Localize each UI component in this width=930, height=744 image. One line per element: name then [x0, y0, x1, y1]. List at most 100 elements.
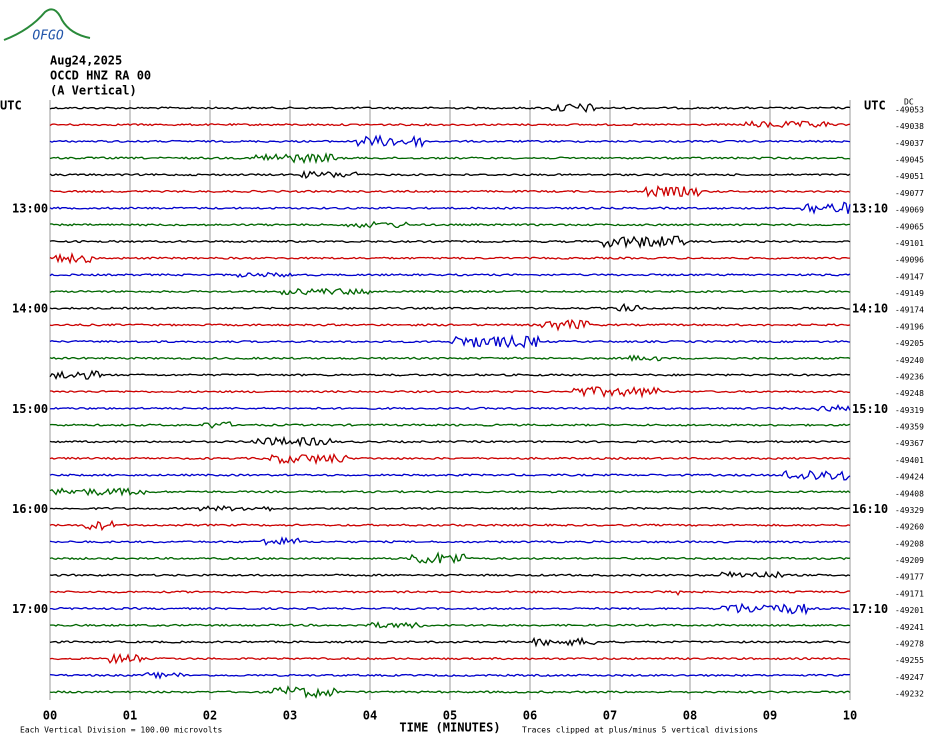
x-tick-label: 02: [203, 709, 217, 723]
x-tick-label: 04: [363, 709, 377, 723]
dc-offset: -49329: [895, 506, 924, 515]
trace: [49, 590, 851, 597]
trace: [49, 369, 851, 380]
trace: [49, 652, 851, 665]
dc-offset: -49367: [895, 439, 924, 448]
dc-offset: -49037: [895, 139, 924, 148]
trace: [49, 318, 851, 332]
x-axis-title: TIME (MINUTES): [399, 721, 500, 735]
x-tick-label: 09: [763, 709, 777, 723]
dc-offset: -49240: [895, 356, 924, 365]
dc-offset: -49147: [895, 272, 924, 281]
trace: [49, 252, 850, 265]
right-time: 17:10: [852, 602, 888, 616]
x-tick-label: 01: [123, 709, 137, 723]
trace: [49, 671, 851, 680]
trace: [49, 403, 851, 412]
trace: [49, 271, 851, 279]
trace: [49, 487, 851, 497]
right-time: 13:10: [852, 202, 888, 216]
trace: [49, 685, 851, 699]
dc-offset: -49424: [895, 473, 924, 482]
scale-note: Each Vertical Division = 100.00 microvol…: [20, 726, 222, 735]
trace: [50, 385, 850, 399]
right-utc: UTC: [864, 99, 886, 113]
dc-offset: -49171: [895, 589, 924, 598]
dc-offset: -49101: [895, 239, 924, 248]
x-tick-label: 08: [683, 709, 697, 723]
dc-offset: -49177: [895, 573, 924, 582]
dc-offset: -49038: [895, 122, 924, 131]
right-time: 15:10: [852, 402, 888, 416]
left-time: 14:00: [12, 302, 48, 316]
trace: [49, 435, 851, 448]
station: OCCD HNZ RA 00: [50, 69, 151, 83]
x-tick-label: 00: [43, 709, 57, 723]
dc-offset: -49208: [895, 539, 924, 548]
clip-note: Traces clipped at plus/minus 5 vertical …: [522, 726, 758, 735]
dc-offset: -49065: [895, 222, 924, 231]
dc-offset: -49236: [895, 372, 924, 381]
trace: [49, 536, 851, 547]
dc-offset: -49196: [895, 322, 924, 331]
trace: [49, 184, 851, 198]
dc-offset: -49408: [895, 489, 924, 498]
x-tick-label: 07: [603, 709, 617, 723]
trace: [50, 602, 851, 616]
dc-offset: -49359: [895, 423, 924, 432]
dc-offset: -49248: [895, 389, 924, 398]
dc-offset: -49069: [895, 206, 924, 215]
dc-offset: -49149: [895, 289, 924, 298]
date: Aug24,2025: [50, 54, 122, 68]
trace: [49, 621, 851, 629]
trace: [49, 452, 851, 466]
trace: [49, 220, 851, 229]
left-time: 13:00: [12, 202, 48, 216]
dc-offset: -49174: [895, 306, 924, 315]
dc-offset: -49319: [895, 406, 924, 415]
dc-offset: -49051: [895, 172, 924, 181]
left-time: 15:00: [12, 402, 48, 416]
trace: [49, 334, 851, 349]
trace: [49, 504, 851, 512]
trace: [49, 421, 851, 429]
right-time: 14:10: [852, 302, 888, 316]
dc-offset: -49209: [895, 556, 924, 565]
trace: [49, 287, 851, 296]
x-tick-label: 03: [283, 709, 297, 723]
dc-offset: -49255: [895, 656, 924, 665]
trace: [49, 102, 851, 113]
component: (A Vertical): [50, 84, 137, 98]
x-tick-label: 05: [443, 709, 457, 723]
x-tick-label: 10: [843, 709, 857, 723]
right-time: 16:10: [852, 502, 888, 516]
dc-label: DC: [904, 98, 914, 107]
trace: [49, 354, 851, 363]
dc-offset: -49096: [895, 256, 924, 265]
left-time: 16:00: [12, 502, 48, 516]
trace: [49, 469, 851, 481]
x-tick-label: 06: [523, 709, 537, 723]
trace: [49, 551, 851, 565]
dc-offset: -49260: [895, 523, 924, 532]
trace: [49, 169, 851, 180]
trace: [49, 519, 851, 532]
dc-offset: -49401: [895, 456, 924, 465]
dc-offset: -49247: [895, 673, 924, 682]
trace: [49, 201, 851, 215]
dc-offset: -49232: [895, 690, 924, 699]
dc-offset: -49205: [895, 339, 924, 348]
dc-offset: -49278: [895, 639, 924, 648]
dc-offset: -49201: [895, 606, 924, 615]
trace: [49, 134, 851, 149]
trace: [49, 302, 851, 313]
trace: [49, 152, 851, 165]
trace: [49, 120, 851, 129]
logo-mark: [3, 8, 91, 41]
trace: [49, 570, 851, 579]
dc-offset: -49077: [895, 189, 924, 198]
trace: [49, 235, 851, 249]
left-time: 17:00: [12, 602, 48, 616]
trace: [49, 636, 851, 648]
